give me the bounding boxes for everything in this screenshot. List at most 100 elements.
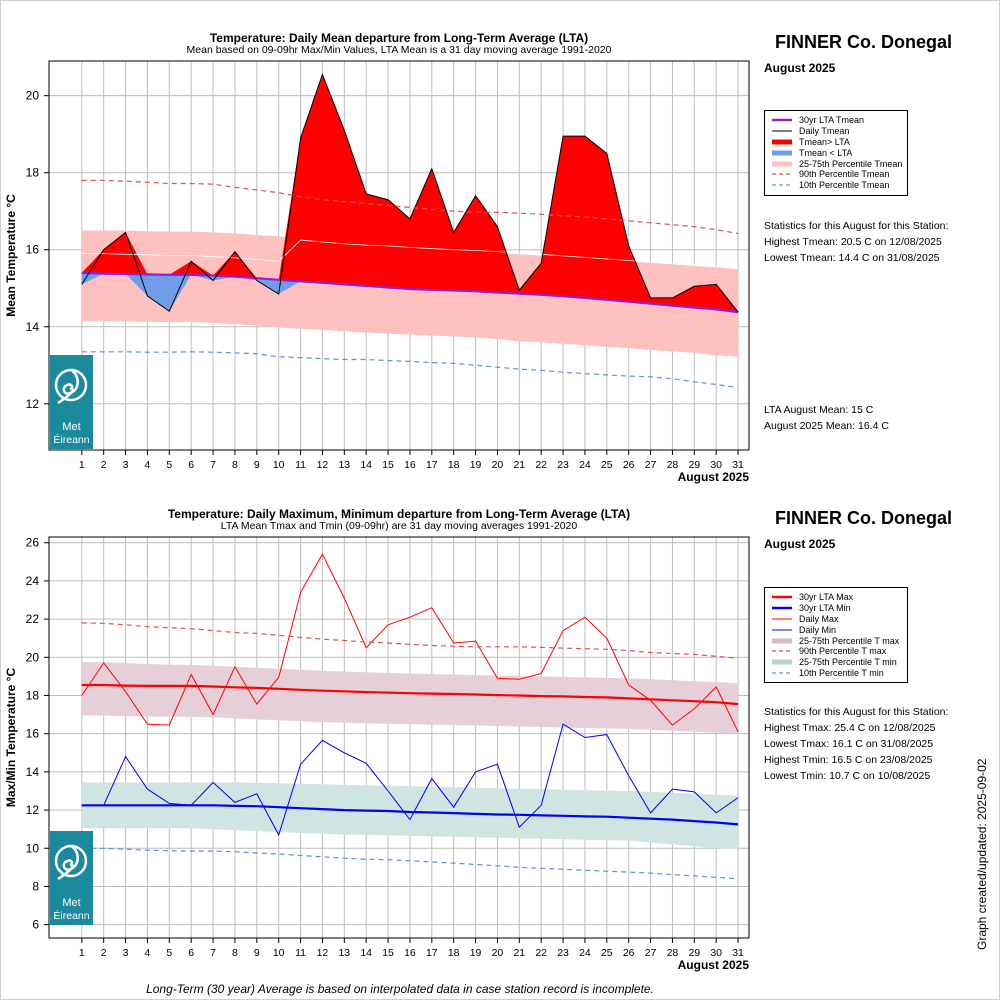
bottom-series-daily-min xyxy=(81,723,739,837)
top-xtick-label: 22 xyxy=(535,459,547,471)
bottom-legend-label: Daily Min xyxy=(799,624,837,635)
bottom-stats-lowest-tmax: Lowest Tmax: 16.1 C on 31/08/2025 xyxy=(764,738,934,750)
top-xtick-label: 30 xyxy=(710,459,722,471)
bottom-xtick-label: 25 xyxy=(601,947,613,959)
bottom-xtick-label: 21 xyxy=(513,947,525,959)
bottom-xtick-label: 22 xyxy=(535,947,547,959)
top-xtick-label: 3 xyxy=(123,459,129,471)
bottom-legend-item: 30yr LTA Max xyxy=(765,592,907,603)
bottom-legend-swatch xyxy=(772,606,792,610)
bottom-xtick-label: 12 xyxy=(317,947,329,959)
top-legend-swatch xyxy=(772,119,792,122)
bottom-legend-swatch xyxy=(772,629,792,631)
bottom-xtick-label: 4 xyxy=(145,947,151,959)
top-legend-label: 90th Percentile Tmean xyxy=(799,169,890,180)
bottom-stats-highest-tmax: Highest Tmax: 25.4 C on 12/08/2025 xyxy=(764,722,936,734)
top-xtick-label: 16 xyxy=(404,459,416,471)
bottom-xtick-label: 18 xyxy=(448,947,460,959)
top-legend-swatch xyxy=(772,150,792,156)
top-ytick-label: 16 xyxy=(26,243,40,257)
top-xtick-label: 25 xyxy=(601,459,613,471)
bottom-xtick-label: 10 xyxy=(273,947,285,959)
bottom-ytick-label: 26 xyxy=(26,536,40,550)
top-xlabel: August 2025 xyxy=(678,470,750,484)
bottom-xtick-label: 3 xyxy=(123,947,129,959)
top-fill-above-lta xyxy=(81,74,739,313)
top-legend-swatch xyxy=(772,184,792,186)
top-station-name: FINNER Co. Donegal xyxy=(775,32,953,52)
top-xtick-label: 4 xyxy=(145,459,151,471)
logo-text-eireann: Éireann xyxy=(53,910,90,922)
top-xtick-label: 9 xyxy=(254,459,260,471)
top-xtick-label: 21 xyxy=(513,459,525,471)
bottom-legend-swatch xyxy=(772,672,792,674)
bottom-xtick-label: 2 xyxy=(101,947,107,959)
met-eireann-swirl-icon xyxy=(54,844,88,881)
bottom-xtick-label: 14 xyxy=(360,947,372,959)
met-eireann-swirl-icon xyxy=(54,368,88,405)
top-plot-frame xyxy=(48,60,750,451)
top-ytick-label: 20 xyxy=(26,89,40,103)
top-legend-label: 25-75th Percentile Tmean xyxy=(799,158,903,169)
top-xtick-label: 15 xyxy=(382,459,394,471)
bottom-stats: Statistics for this August for this Stat… xyxy=(764,704,948,784)
top-stats: Statistics for this August for this Stat… xyxy=(764,218,948,266)
bottom-xtick-label: 17 xyxy=(426,947,438,959)
bottom-xtick-label: 29 xyxy=(688,947,700,959)
top-series-90th-percentile-tmean xyxy=(81,179,739,235)
bottom-xlabel: August 2025 xyxy=(678,958,750,972)
top-fill-below-lta xyxy=(81,272,739,313)
top-xtick-label: 24 xyxy=(579,459,591,471)
bottom-legend-item: 30yr LTA Min xyxy=(765,603,907,614)
top-stats-heading: Statistics for this August for this Stat… xyxy=(764,220,949,232)
bottom-grid xyxy=(49,537,749,938)
top-series-10th-percentile-tmean xyxy=(81,351,739,389)
bottom-xtick-label: 11 xyxy=(295,947,306,959)
top-series-30yr-lta-tmean xyxy=(81,271,739,314)
bottom-xtick-label: 28 xyxy=(667,947,679,959)
top-median-line xyxy=(81,239,739,269)
top-xtick-label: 13 xyxy=(338,459,350,471)
bottom-xtick-label: 31 xyxy=(732,947,744,959)
bottom-xtick-label: 26 xyxy=(623,947,635,959)
top-xtick-label: 19 xyxy=(470,459,482,471)
bottom-ytick-label: 18 xyxy=(26,688,40,702)
bottom-xtick-label: 8 xyxy=(232,947,238,959)
bottom-band-25-75th-percentile-t-min xyxy=(81,782,739,850)
bottom-xtick-label: 19 xyxy=(470,947,482,959)
top-xtick-label: 5 xyxy=(166,459,172,471)
bottom-legend-label: 30yr LTA Max xyxy=(799,592,854,603)
top-means: LTA August Mean: 15 C August 2025 Mean: … xyxy=(764,402,889,434)
top-xtick-label: 6 xyxy=(188,459,194,471)
top-xtick-label: 28 xyxy=(667,459,679,471)
top-legend-item: 30yr LTA Tmean xyxy=(765,115,907,126)
top-chart-subtitle: Mean based on 09-09hr Max/Min Values, LT… xyxy=(186,44,612,56)
top-xtick-label: 10 xyxy=(273,459,285,471)
bottom-stats-heading: Statistics for this August for this Stat… xyxy=(764,706,949,718)
bottom-xtick-label: 5 xyxy=(166,947,172,959)
bottom-stats-highest-tmin: Highest Tmin: 16.5 C on 23/08/2025 xyxy=(764,754,933,766)
top-stats-lowest-tmean: Lowest Tmean: 14.4 C on 31/08/2025 xyxy=(764,252,940,264)
top-xtick-label: 26 xyxy=(623,459,635,471)
graph-created-label: Graph created/updated: 2025-09-02 xyxy=(975,758,989,950)
met-eireann-logo-top: Met Éireann xyxy=(50,355,93,449)
bottom-xtick-label: 1 xyxy=(79,947,85,959)
bottom-xtick-label: 13 xyxy=(338,947,350,959)
top-xtick-label: 27 xyxy=(645,459,657,471)
bottom-legend-label: Daily Max xyxy=(799,613,839,624)
bottom-ylabel: Max/Min Temperature °C xyxy=(4,668,18,808)
top-xtick-label: 8 xyxy=(232,459,238,471)
bottom-ytick-label: 22 xyxy=(26,612,40,626)
bottom-legend: 30yr LTA Max 30yr LTA Min Daily Max Daily M… xyxy=(764,587,908,684)
top-legend-item: Daily Tmean xyxy=(765,126,907,137)
top-legend-label: Daily Tmean xyxy=(799,126,850,137)
bottom-ytick-label: 24 xyxy=(26,574,40,588)
bottom-xtick-label: 20 xyxy=(492,947,504,959)
bottom-xtick-label: 9 xyxy=(254,947,260,959)
lta-august-mean: LTA August Mean: 15 C xyxy=(764,404,874,416)
bottom-legend-label: 90th Percentile T max xyxy=(799,646,887,657)
bottom-xtick-label: 27 xyxy=(645,947,657,959)
bottom-legend-item: Daily Min xyxy=(765,624,907,635)
top-xtick-label: 18 xyxy=(448,459,460,471)
